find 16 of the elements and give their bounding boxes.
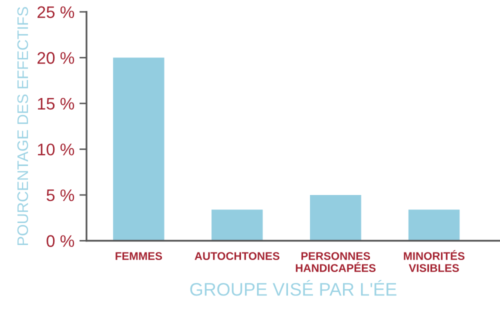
y-tick-label: 25 %: [38, 6, 74, 18]
bar: [212, 210, 263, 241]
y-axis-title: POURCENTAGE DES EFFECTIFS: [17, 7, 28, 246]
y-tick-label: 20 %: [38, 52, 74, 64]
bar: [408, 210, 460, 241]
x-axis-title: GROUPE VISÉ PAR L'ÉE: [190, 280, 396, 296]
y-tick-label: 10 %: [38, 144, 74, 156]
x-tick-label: MINORITÉS VISIBLES: [404, 250, 464, 272]
x-tick-label: AUTOCHTONES: [194, 252, 280, 260]
x-tick-label: PERSONNES HANDICAPÉES: [296, 252, 376, 272]
y-tick-label: 5 %: [46, 189, 74, 202]
x-tick-label: FEMMES: [116, 252, 162, 260]
bar: [310, 194, 362, 241]
y-tick-label: 15 %: [38, 98, 74, 110]
bar: [113, 58, 164, 241]
y-tick-label: 0 %: [46, 235, 74, 247]
